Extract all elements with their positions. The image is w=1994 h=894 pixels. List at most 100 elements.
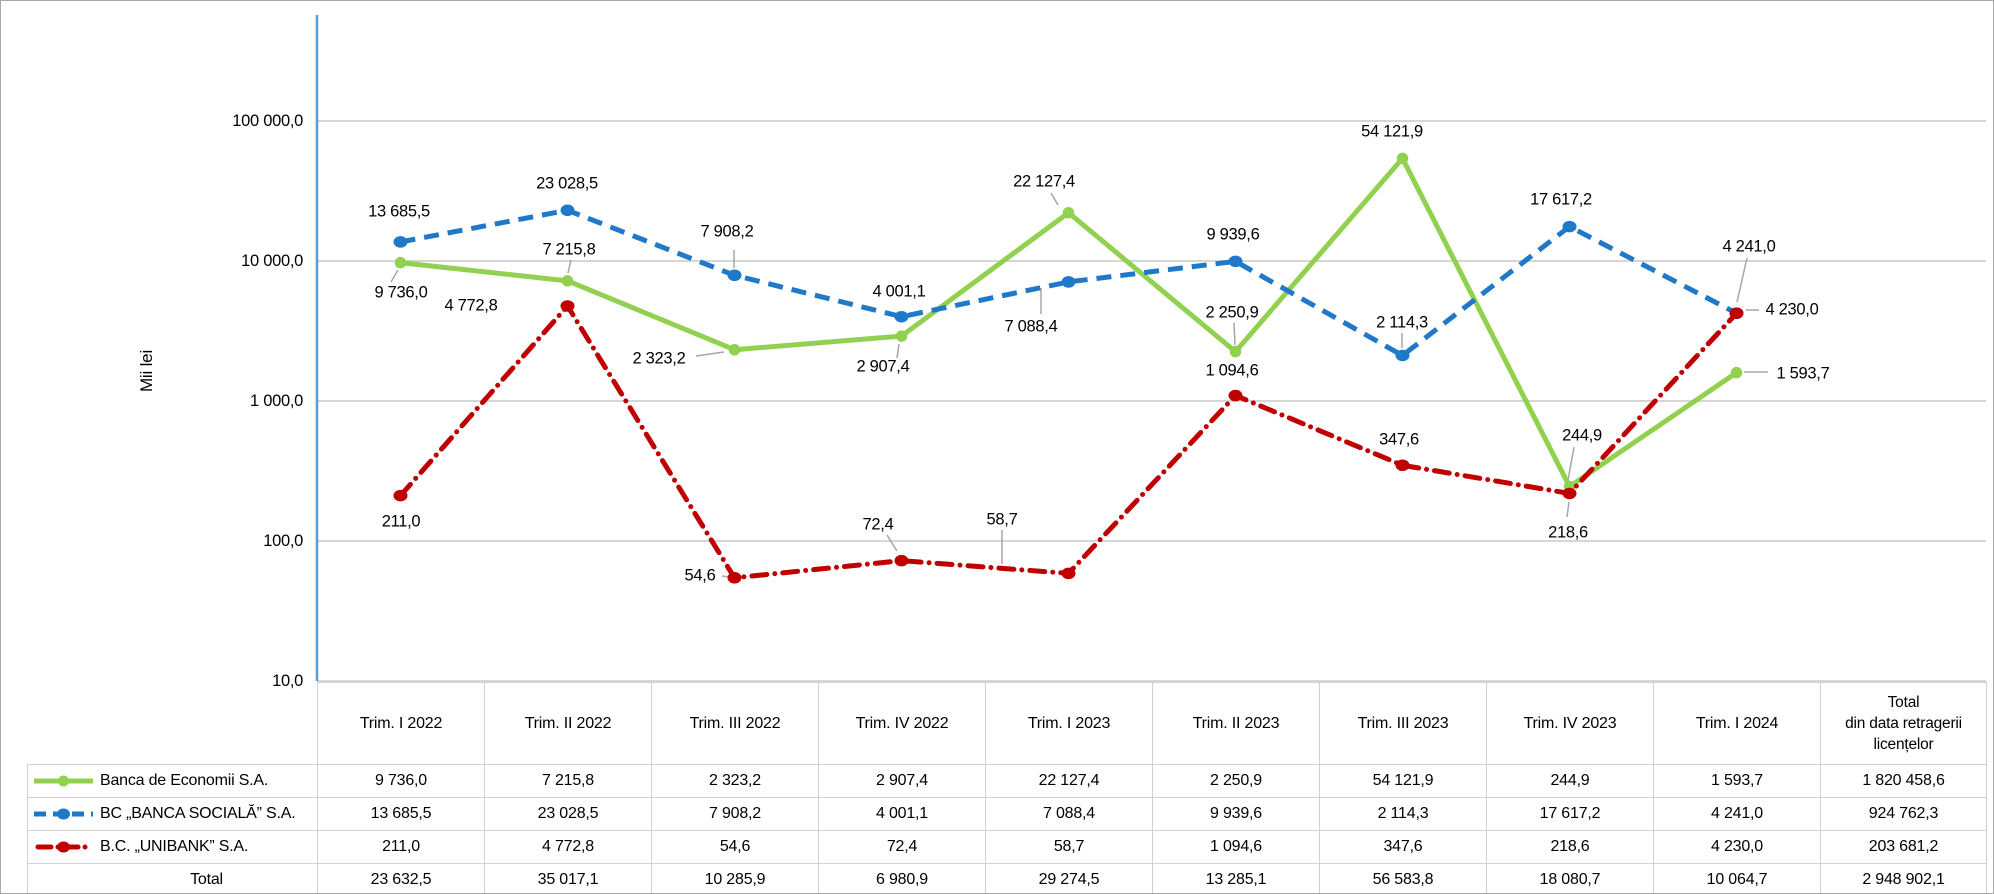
value-cell: 2 907,4 bbox=[818, 764, 986, 798]
quarter-header: Trim. II 2023 bbox=[1152, 682, 1320, 765]
data-point-label: 13 685,5 bbox=[368, 203, 430, 221]
value-cell: 211,0 bbox=[317, 830, 485, 864]
label-leader-line bbox=[1233, 322, 1236, 346]
data-point-marker bbox=[1062, 206, 1075, 219]
value-cell: 1 593,7 bbox=[1653, 764, 1821, 798]
value-cell: 23 632,5 bbox=[317, 863, 485, 893]
data-point-marker bbox=[1228, 389, 1243, 402]
data-point-label: 17 617,2 bbox=[1530, 191, 1592, 209]
data-point-label: 7 215,8 bbox=[543, 241, 596, 259]
data-point-marker bbox=[1395, 459, 1410, 471]
value-cell: 23 028,5 bbox=[484, 797, 652, 831]
data-point-marker bbox=[727, 572, 742, 584]
total-row-label-cell: Total bbox=[27, 863, 318, 893]
value-cell: 218,6 bbox=[1486, 830, 1654, 864]
data-point-marker bbox=[894, 310, 909, 323]
y-axis-tick-label: 10 000,0 bbox=[241, 252, 303, 270]
value-cell: 10 285,9 bbox=[651, 863, 819, 893]
data-point-label: 7 908,2 bbox=[701, 223, 754, 241]
label-leader-line bbox=[695, 351, 725, 357]
quarter-header: Trim. II 2022 bbox=[484, 682, 652, 765]
label-leader-line bbox=[1050, 192, 1059, 206]
value-cell: 244,9 bbox=[1486, 764, 1654, 798]
quarter-header: Trim. I 2023 bbox=[985, 682, 1153, 765]
label-leader-line bbox=[390, 269, 399, 283]
y-axis-tick-label: 1 000,0 bbox=[250, 392, 303, 410]
value-cell: 54,6 bbox=[651, 830, 819, 864]
data-point-marker bbox=[895, 330, 908, 342]
value-cell: 2 250,9 bbox=[1152, 764, 1320, 798]
table-row: B.C. „UNIBANK” S.A. 211,0 4 772,8 54,6 72,4 5… bbox=[27, 830, 1987, 864]
quarter-header: Trim. I 2022 bbox=[317, 682, 485, 765]
value-cell: 4 230,0 bbox=[1653, 830, 1821, 864]
data-point-label: 347,6 bbox=[1379, 431, 1419, 449]
value-cell: 58,7 bbox=[985, 830, 1153, 864]
legend-entry: B.C. „UNIBANK” S.A. bbox=[29, 838, 317, 856]
data-point-marker bbox=[1729, 307, 1744, 320]
data-point-marker bbox=[1730, 366, 1743, 379]
table-corner-cell bbox=[27, 682, 318, 765]
legend-label: B.C. „UNIBANK” S.A. bbox=[100, 838, 249, 855]
data-point-label: 244,9 bbox=[1562, 427, 1602, 445]
total-row-label: Total bbox=[190, 871, 223, 888]
series-banca-de-economii: 9 736,0 7 215,8 2 323,2 2 907,4 22 127,4 2 25… bbox=[375, 123, 1830, 493]
data-point-marker bbox=[894, 554, 909, 567]
legend-entry: Banca de Economii S.A. bbox=[29, 772, 317, 790]
data-point-label: 2 114,3 bbox=[1376, 314, 1428, 332]
quarter-header: Trim. III 2023 bbox=[1319, 682, 1487, 765]
series-line bbox=[398, 303, 1739, 581]
quarter-header: Trim. IV 2023 bbox=[1486, 682, 1654, 765]
series-banca-sociala: 13 685,5 23 028,5 7 908,2 4 001,1 7 088,4 9 9… bbox=[368, 175, 1776, 362]
data-point-label: 72,4 bbox=[863, 516, 894, 534]
legend-marker-green-icon bbox=[34, 775, 93, 787]
data-point-marker bbox=[561, 275, 574, 287]
legend-label: Banca de Economii S.A. bbox=[100, 772, 269, 789]
y-axis-tick-label: 100,0 bbox=[263, 532, 303, 550]
value-cell: 4 001,1 bbox=[818, 797, 986, 831]
data-point-label: 2 907,4 bbox=[857, 358, 910, 376]
value-cell: 924 762,3 bbox=[1820, 797, 1987, 831]
data-point-label: 7 088,4 bbox=[1005, 318, 1058, 336]
data-point-marker bbox=[393, 236, 408, 248]
data-point-marker bbox=[1562, 487, 1577, 500]
legend-cell: BC „BANCA SOCIALĂ” S.A. bbox=[27, 797, 318, 831]
table-row: Banca de Economii S.A. 9 736,0 7 215,8 2 32… bbox=[27, 764, 1987, 798]
series-line bbox=[400, 207, 1738, 358]
data-point-marker bbox=[560, 300, 575, 312]
series-unibank: 211,0 4 772,8 54,6 72,4 58,7 1 094,6 347,6 218,… bbox=[382, 297, 1819, 585]
value-cell: 13 685,5 bbox=[317, 797, 485, 831]
value-cell: 347,6 bbox=[1319, 830, 1487, 864]
data-point-marker bbox=[1229, 345, 1242, 358]
value-cell: 7 908,2 bbox=[651, 797, 819, 831]
value-cell: 10 064,7 bbox=[1653, 863, 1821, 893]
data-point-label: 1 593,7 bbox=[1777, 365, 1830, 383]
label-leader-line bbox=[1566, 501, 1570, 518]
data-point-label: 1 094,6 bbox=[1206, 362, 1259, 380]
data-point-marker bbox=[1396, 152, 1409, 165]
data-point-marker bbox=[1061, 276, 1076, 288]
value-cell: 17 617,2 bbox=[1486, 797, 1654, 831]
value-cell: 7 215,8 bbox=[484, 764, 652, 798]
value-cell: 9 736,0 bbox=[317, 764, 485, 798]
value-cell: 35 017,1 bbox=[484, 863, 652, 893]
value-cell: 13 285,1 bbox=[1152, 863, 1320, 893]
table-header-row: Trim. I 2022 Trim. II 2022 Trim. III 2022 T… bbox=[27, 682, 1987, 765]
legend-label: BC „BANCA SOCIALĂ” S.A. bbox=[100, 805, 296, 822]
value-cell: 1 094,6 bbox=[1152, 830, 1320, 864]
value-cell: 72,4 bbox=[818, 830, 986, 864]
data-point-marker bbox=[393, 489, 408, 502]
value-cell: 2 323,2 bbox=[651, 764, 819, 798]
data-point-marker bbox=[727, 269, 742, 282]
value-cell: 29 274,5 bbox=[985, 863, 1153, 893]
data-point-label: 9 939,6 bbox=[1207, 226, 1260, 244]
data-point-label: 4 772,8 bbox=[445, 297, 498, 315]
data-point-label: 4 241,0 bbox=[1723, 238, 1776, 256]
data-point-label: 2 250,9 bbox=[1206, 304, 1259, 322]
quarter-header: Trim. I 2024 bbox=[1653, 682, 1821, 765]
data-point-marker bbox=[394, 256, 407, 269]
value-cell: 7 088,4 bbox=[985, 797, 1153, 831]
value-cell: 4 772,8 bbox=[484, 830, 652, 864]
data-point-label: 22 127,4 bbox=[1013, 173, 1075, 191]
